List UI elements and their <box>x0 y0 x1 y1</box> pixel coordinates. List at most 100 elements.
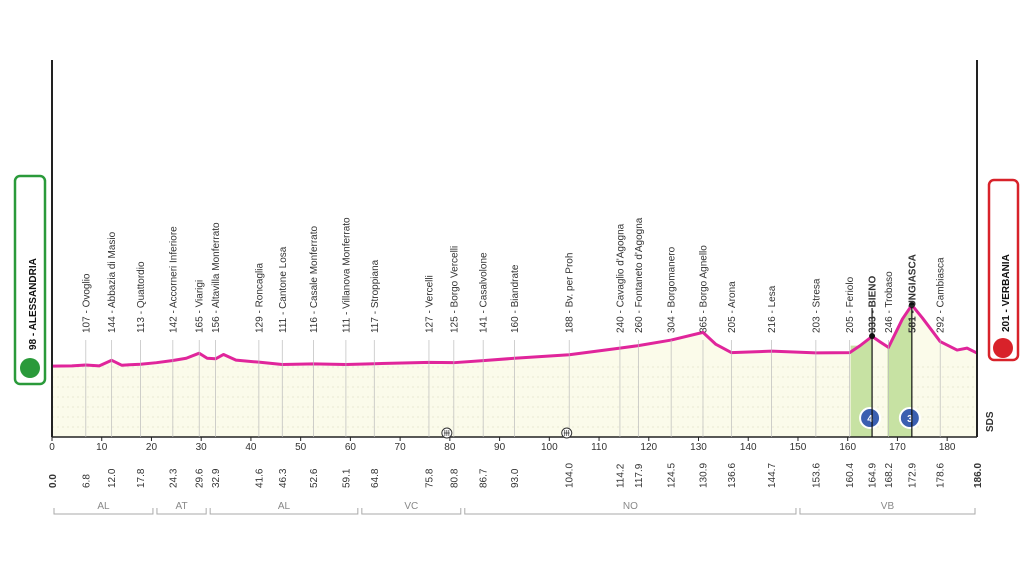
waypoint-km: 178.6 <box>936 463 947 488</box>
waypoint-name: 127 - Vercelli <box>424 275 435 333</box>
waypoint-km: 164.9 <box>868 463 879 488</box>
waypoint-km: 153.6 <box>811 463 822 488</box>
x-tick-label: 90 <box>494 442 506 453</box>
waypoint-name: 144 - Abbazia di Masio <box>107 231 118 333</box>
x-tick-label: 40 <box>245 442 257 453</box>
waypoint-name: 203 - Stresa <box>811 278 822 333</box>
waypoint-km: 114.2 <box>615 463 626 488</box>
waypoint-km: 29.6 <box>195 468 206 488</box>
waypoint-km: 32.9 <box>211 468 222 488</box>
waypoint-name: 188 - Bv. per Proh <box>565 253 576 333</box>
waypoint-name: 111 - Villanova Monferrato <box>341 217 352 333</box>
x-tick-label: 50 <box>295 442 307 453</box>
start-name: 98 - ALESSANDRIA <box>28 258 39 350</box>
waypoint-name: 205 - Feriolo <box>845 276 856 333</box>
waypoint-km: 93.0 <box>510 468 521 488</box>
x-tick-label: 100 <box>541 442 558 453</box>
waypoint-km: 117.9 <box>634 463 645 488</box>
waypoint-km: 41.6 <box>254 468 265 488</box>
x-tick-label: 80 <box>444 442 456 453</box>
region-label: NO <box>623 501 638 512</box>
waypoint-km: 12.0 <box>107 468 118 488</box>
waypoint-name: 581 - UNGIASCA <box>907 254 918 333</box>
region-bracket <box>799 508 976 515</box>
waypoint-name: 205 - Arona <box>727 281 738 333</box>
climb-badge <box>859 407 882 429</box>
sprint-flag <box>443 430 450 436</box>
waypoint-name: 240 - Cavaglio d'Agogna <box>615 223 626 333</box>
endpoint-km: 186.0 <box>973 463 984 488</box>
logo: SDS <box>985 411 996 432</box>
waypoint-name: 304 - Borgomanero <box>667 246 678 333</box>
region-label: VB <box>881 501 895 512</box>
waypoint-name: 216 - Lesa <box>767 285 778 333</box>
sprint-flag <box>563 430 570 436</box>
climb-category: 4 <box>867 414 873 425</box>
region-bracket <box>156 508 207 515</box>
waypoint-km: 59.1 <box>341 468 352 488</box>
x-tick-label: 10 <box>96 442 108 453</box>
region-bracket <box>209 508 359 515</box>
waypoint-name: 246 - Trobaso <box>884 271 895 333</box>
x-tick-label: 20 <box>146 442 158 453</box>
x-tick-label: 60 <box>345 442 357 453</box>
waypoint-km: 130.9 <box>698 463 709 488</box>
climb-badge <box>898 407 921 429</box>
waypoint-km: 80.8 <box>449 468 460 488</box>
waypoint-name: 365 - Borgo Agnello <box>698 245 709 333</box>
waypoint-km: 17.8 <box>136 468 147 488</box>
x-tick-label: 30 <box>196 442 208 453</box>
region-label: AL <box>97 501 110 512</box>
waypoint-km: 104.0 <box>565 463 576 488</box>
x-tick-label: 170 <box>889 442 906 453</box>
waypoint-km: 24.3 <box>168 468 179 488</box>
waypoint-name: 165 - Viarigi <box>195 280 206 333</box>
waypoint-name: 292 - Cambiasca <box>936 257 947 333</box>
waypoint-name: 116 - Casale Monferrato <box>309 225 320 333</box>
x-tick-label: 180 <box>939 442 956 453</box>
waypoint-km: 172.9 <box>907 463 918 488</box>
waypoint-name: 333 - BIENO <box>868 276 879 333</box>
waypoint-km: 46.3 <box>278 468 289 488</box>
region-label: AT <box>176 501 188 512</box>
region-bracket <box>464 508 797 515</box>
waypoint-name: 141 - Casalvolone <box>479 252 490 333</box>
waypoint-name: 160 - Biandrate <box>510 264 521 333</box>
x-tick-label: 70 <box>395 442 407 453</box>
region-bracket <box>53 508 154 515</box>
region-label: VC <box>404 501 418 512</box>
waypoint-km: 75.8 <box>424 468 435 488</box>
x-tick-label: 140 <box>740 442 757 453</box>
waypoint-km: 6.8 <box>81 474 92 488</box>
waypoint-km: 124.5 <box>667 463 678 488</box>
waypoint-name: 107 - Ovoglio <box>81 273 92 333</box>
finish-box <box>987 178 1020 362</box>
climb-category: 3 <box>907 414 913 425</box>
waypoint-dot <box>869 333 876 339</box>
x-tick-label: 110 <box>591 442 607 453</box>
start-icon <box>20 358 40 378</box>
waypoint-km: 86.7 <box>479 468 490 488</box>
waypoint-km: 168.2 <box>884 463 895 488</box>
finish-name: 201 - VERBANIA <box>1001 254 1012 332</box>
endpoint-km: 0.0 <box>48 474 59 488</box>
waypoint-name: 129 - Roncaglia <box>254 263 265 333</box>
x-tick-label: 160 <box>839 442 856 453</box>
waypoint-dot <box>908 302 915 308</box>
waypoint-name: 113 - Quattordio <box>136 261 147 333</box>
region-label: AL <box>278 501 291 512</box>
region-bracket <box>361 508 462 515</box>
waypoint-name: 156 - Altavilla Monferrato <box>211 222 222 333</box>
x-tick-label: 150 <box>790 442 807 453</box>
x-tick-label: 120 <box>640 442 657 453</box>
waypoint-name: 111 - Cantone Losa <box>278 246 289 333</box>
waypoint-name: 260 - Fontaneto d'Agogna <box>634 217 645 333</box>
start-box <box>13 174 47 386</box>
waypoint-km: 136.6 <box>727 463 738 488</box>
waypoint-name: 125 - Borgo Vercelli <box>449 246 460 333</box>
waypoint-km: 64.8 <box>370 468 381 488</box>
x-tick-label: 130 <box>690 442 707 453</box>
x-tick-label: 0 <box>49 442 55 453</box>
finish-icon <box>993 338 1013 358</box>
